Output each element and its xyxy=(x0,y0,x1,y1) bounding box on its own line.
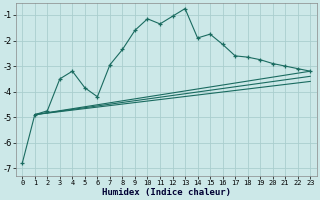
X-axis label: Humidex (Indice chaleur): Humidex (Indice chaleur) xyxy=(102,188,231,197)
